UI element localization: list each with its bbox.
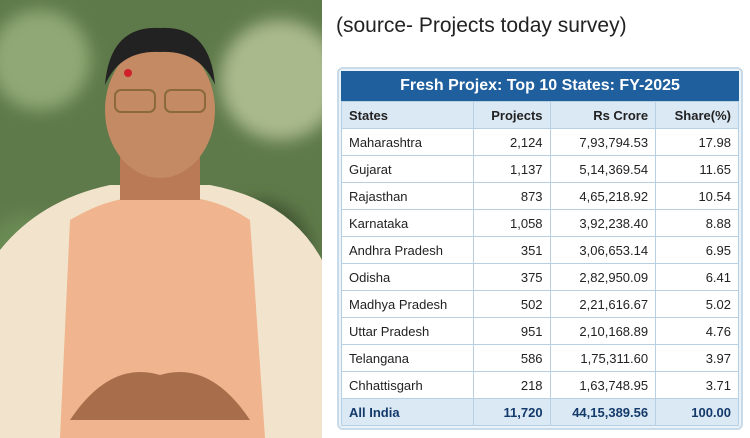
- table-cell: 375: [472, 263, 551, 291]
- table-cell: 3.97: [655, 344, 739, 372]
- total-cell: 11,720: [472, 398, 551, 426]
- photo: [0, 0, 322, 438]
- table-row: Chhattisgarh 218 1,63,748.95 3.71: [341, 371, 739, 399]
- table-row: Odisha 375 2,82,950.09 6.41: [341, 263, 739, 291]
- table-row: Gujarat 1,137 5,14,369.54 11.65: [341, 155, 739, 183]
- table-cell: 2,124: [472, 128, 551, 156]
- table-cell: 1,63,748.95: [549, 371, 657, 399]
- column-header: Share(%): [655, 101, 739, 129]
- column-header: States: [341, 101, 474, 129]
- table-cell: 6.95: [655, 236, 739, 264]
- table-cell: Odisha: [341, 263, 474, 291]
- table-cell: Uttar Pradesh: [341, 317, 474, 345]
- table-cell: 8.88: [655, 209, 739, 237]
- table-cell: 11.65: [655, 155, 739, 183]
- column-header: Projects: [472, 101, 551, 129]
- table-cell: 7,93,794.53: [549, 128, 657, 156]
- table-cell: 4,65,218.92: [549, 182, 657, 210]
- table-cell: 873: [472, 182, 551, 210]
- table-row: Maharashtra 2,124 7,93,794.53 17.98: [341, 128, 739, 156]
- source-note: (source- Projects today survey): [336, 14, 627, 37]
- table-cell: 3,06,653.14: [549, 236, 657, 264]
- total-row: All India 11,720 44,15,389.56 100.00: [341, 398, 739, 426]
- table-cell: Karnataka: [341, 209, 474, 237]
- table-row: Karnataka 1,058 3,92,238.40 8.88: [341, 209, 739, 237]
- table-cell: 10.54: [655, 182, 739, 210]
- total-cell: All India: [341, 398, 474, 426]
- table-cell: 5,14,369.54: [549, 155, 657, 183]
- table-row: Andhra Pradesh 351 3,06,653.14 6.95: [341, 236, 739, 264]
- total-cell: 44,15,389.56: [549, 398, 657, 426]
- table-row: Uttar Pradesh 951 2,10,168.89 4.76: [341, 317, 739, 345]
- table-cell: 3.71: [655, 371, 739, 399]
- table-cell: 2,10,168.89: [549, 317, 657, 345]
- header-row: States Projects Rs Crore Share(%): [341, 101, 739, 129]
- table-cell: Maharashtra: [341, 128, 474, 156]
- table-cell: Madhya Pradesh: [341, 290, 474, 318]
- table-cell: 951: [472, 317, 551, 345]
- table-cell: Rajasthan: [341, 182, 474, 210]
- table-cell: Telangana: [341, 344, 474, 372]
- table-cell: 1,058: [472, 209, 551, 237]
- table-cell: 2,21,616.67: [549, 290, 657, 318]
- total-cell: 100.00: [655, 398, 739, 426]
- table-cell: 351: [472, 236, 551, 264]
- table-cell: 2,82,950.09: [549, 263, 657, 291]
- table-cell: 4.76: [655, 317, 739, 345]
- table-cell: 1,75,311.60: [549, 344, 657, 372]
- table-cell: 502: [472, 290, 551, 318]
- table-cell: 1,137: [472, 155, 551, 183]
- table-row: Rajasthan 873 4,65,218.92 10.54: [341, 182, 739, 210]
- table: States Projects Rs Crore Share(%) Maharashtr…: [341, 101, 739, 426]
- table-cell: 586: [472, 344, 551, 372]
- table-title: Fresh Projex: Top 10 States: FY-2025: [341, 71, 739, 101]
- table-cell: 5.02: [655, 290, 739, 318]
- column-header: Rs Crore: [549, 101, 657, 129]
- table-cell: 3,92,238.40: [549, 209, 657, 237]
- table-cell: Andhra Pradesh: [341, 236, 474, 264]
- table-cell: Chhattisgarh: [341, 371, 474, 399]
- table-row: Telangana 586 1,75,311.60 3.97: [341, 344, 739, 372]
- table-cell: 17.98: [655, 128, 739, 156]
- table-row: Madhya Pradesh 502 2,21,616.67 5.02: [341, 290, 739, 318]
- table-card: Fresh Projex: Top 10 States: FY-2025 Sta…: [337, 67, 743, 430]
- table-cell: 6.41: [655, 263, 739, 291]
- table-cell: Gujarat: [341, 155, 474, 183]
- table-cell: 218: [472, 371, 551, 399]
